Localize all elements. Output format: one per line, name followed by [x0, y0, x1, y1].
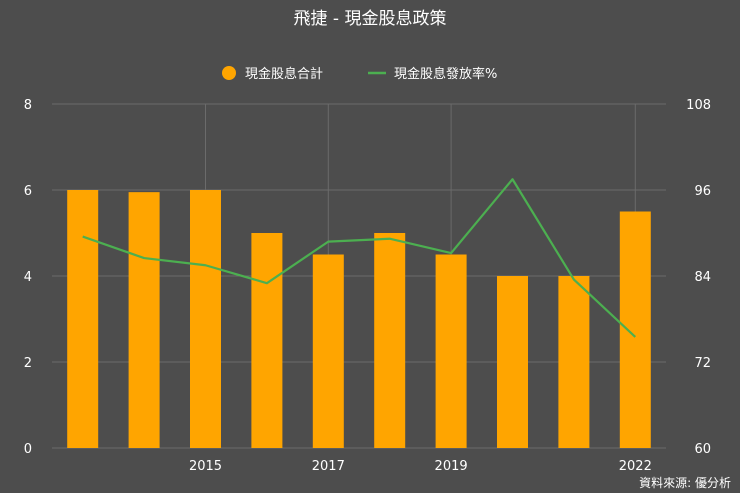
legend-bar-label: 現金股息合計: [245, 66, 323, 82]
y-axis-right: 60 72 84 96 108: [686, 98, 711, 457]
y-left-tick-label: 8: [24, 98, 32, 113]
x-tick-label: 2022: [619, 459, 652, 474]
line-series: [82, 178, 637, 338]
bar: [619, 211, 651, 448]
y-left-tick-label: 6: [24, 184, 32, 199]
x-tick-label: 2015: [189, 459, 222, 474]
y-left-tick-label: 0: [24, 442, 32, 457]
bar: [435, 254, 467, 448]
legend-line-label: 現金股息發放率%: [394, 66, 497, 82]
legend: 現金股息合計 現金股息發放率%: [222, 66, 497, 82]
legend-bar-marker: [222, 66, 236, 80]
y-right-tick-label: 108: [686, 98, 711, 113]
y-right-tick-label: 72: [694, 356, 711, 371]
x-tick-label: 2017: [312, 459, 345, 474]
bar: [374, 233, 406, 448]
bar: [190, 190, 221, 448]
y-right-tick-label: 60: [694, 442, 711, 457]
bar: [67, 190, 99, 448]
bar: [312, 254, 344, 448]
bar: [497, 276, 528, 448]
chart-title: 飛捷 - 現金股息政策: [294, 9, 447, 29]
bar: [251, 233, 283, 448]
bar: [558, 276, 590, 448]
y-left-tick-label: 2: [24, 356, 32, 371]
x-tick-label: 2019: [435, 459, 468, 474]
y-right-tick-label: 96: [694, 184, 711, 199]
x-axis: 2015 2017 2019 2022: [189, 459, 652, 474]
bar: [128, 192, 160, 448]
line-path: [82, 178, 637, 338]
source-note: 資料來源: 優分析: [639, 476, 731, 490]
bar-series: [67, 190, 651, 448]
y-right-tick-label: 84: [694, 270, 711, 285]
y-axis-left: 0 2 4 6 8: [24, 98, 32, 457]
y-left-tick-label: 4: [24, 270, 32, 285]
